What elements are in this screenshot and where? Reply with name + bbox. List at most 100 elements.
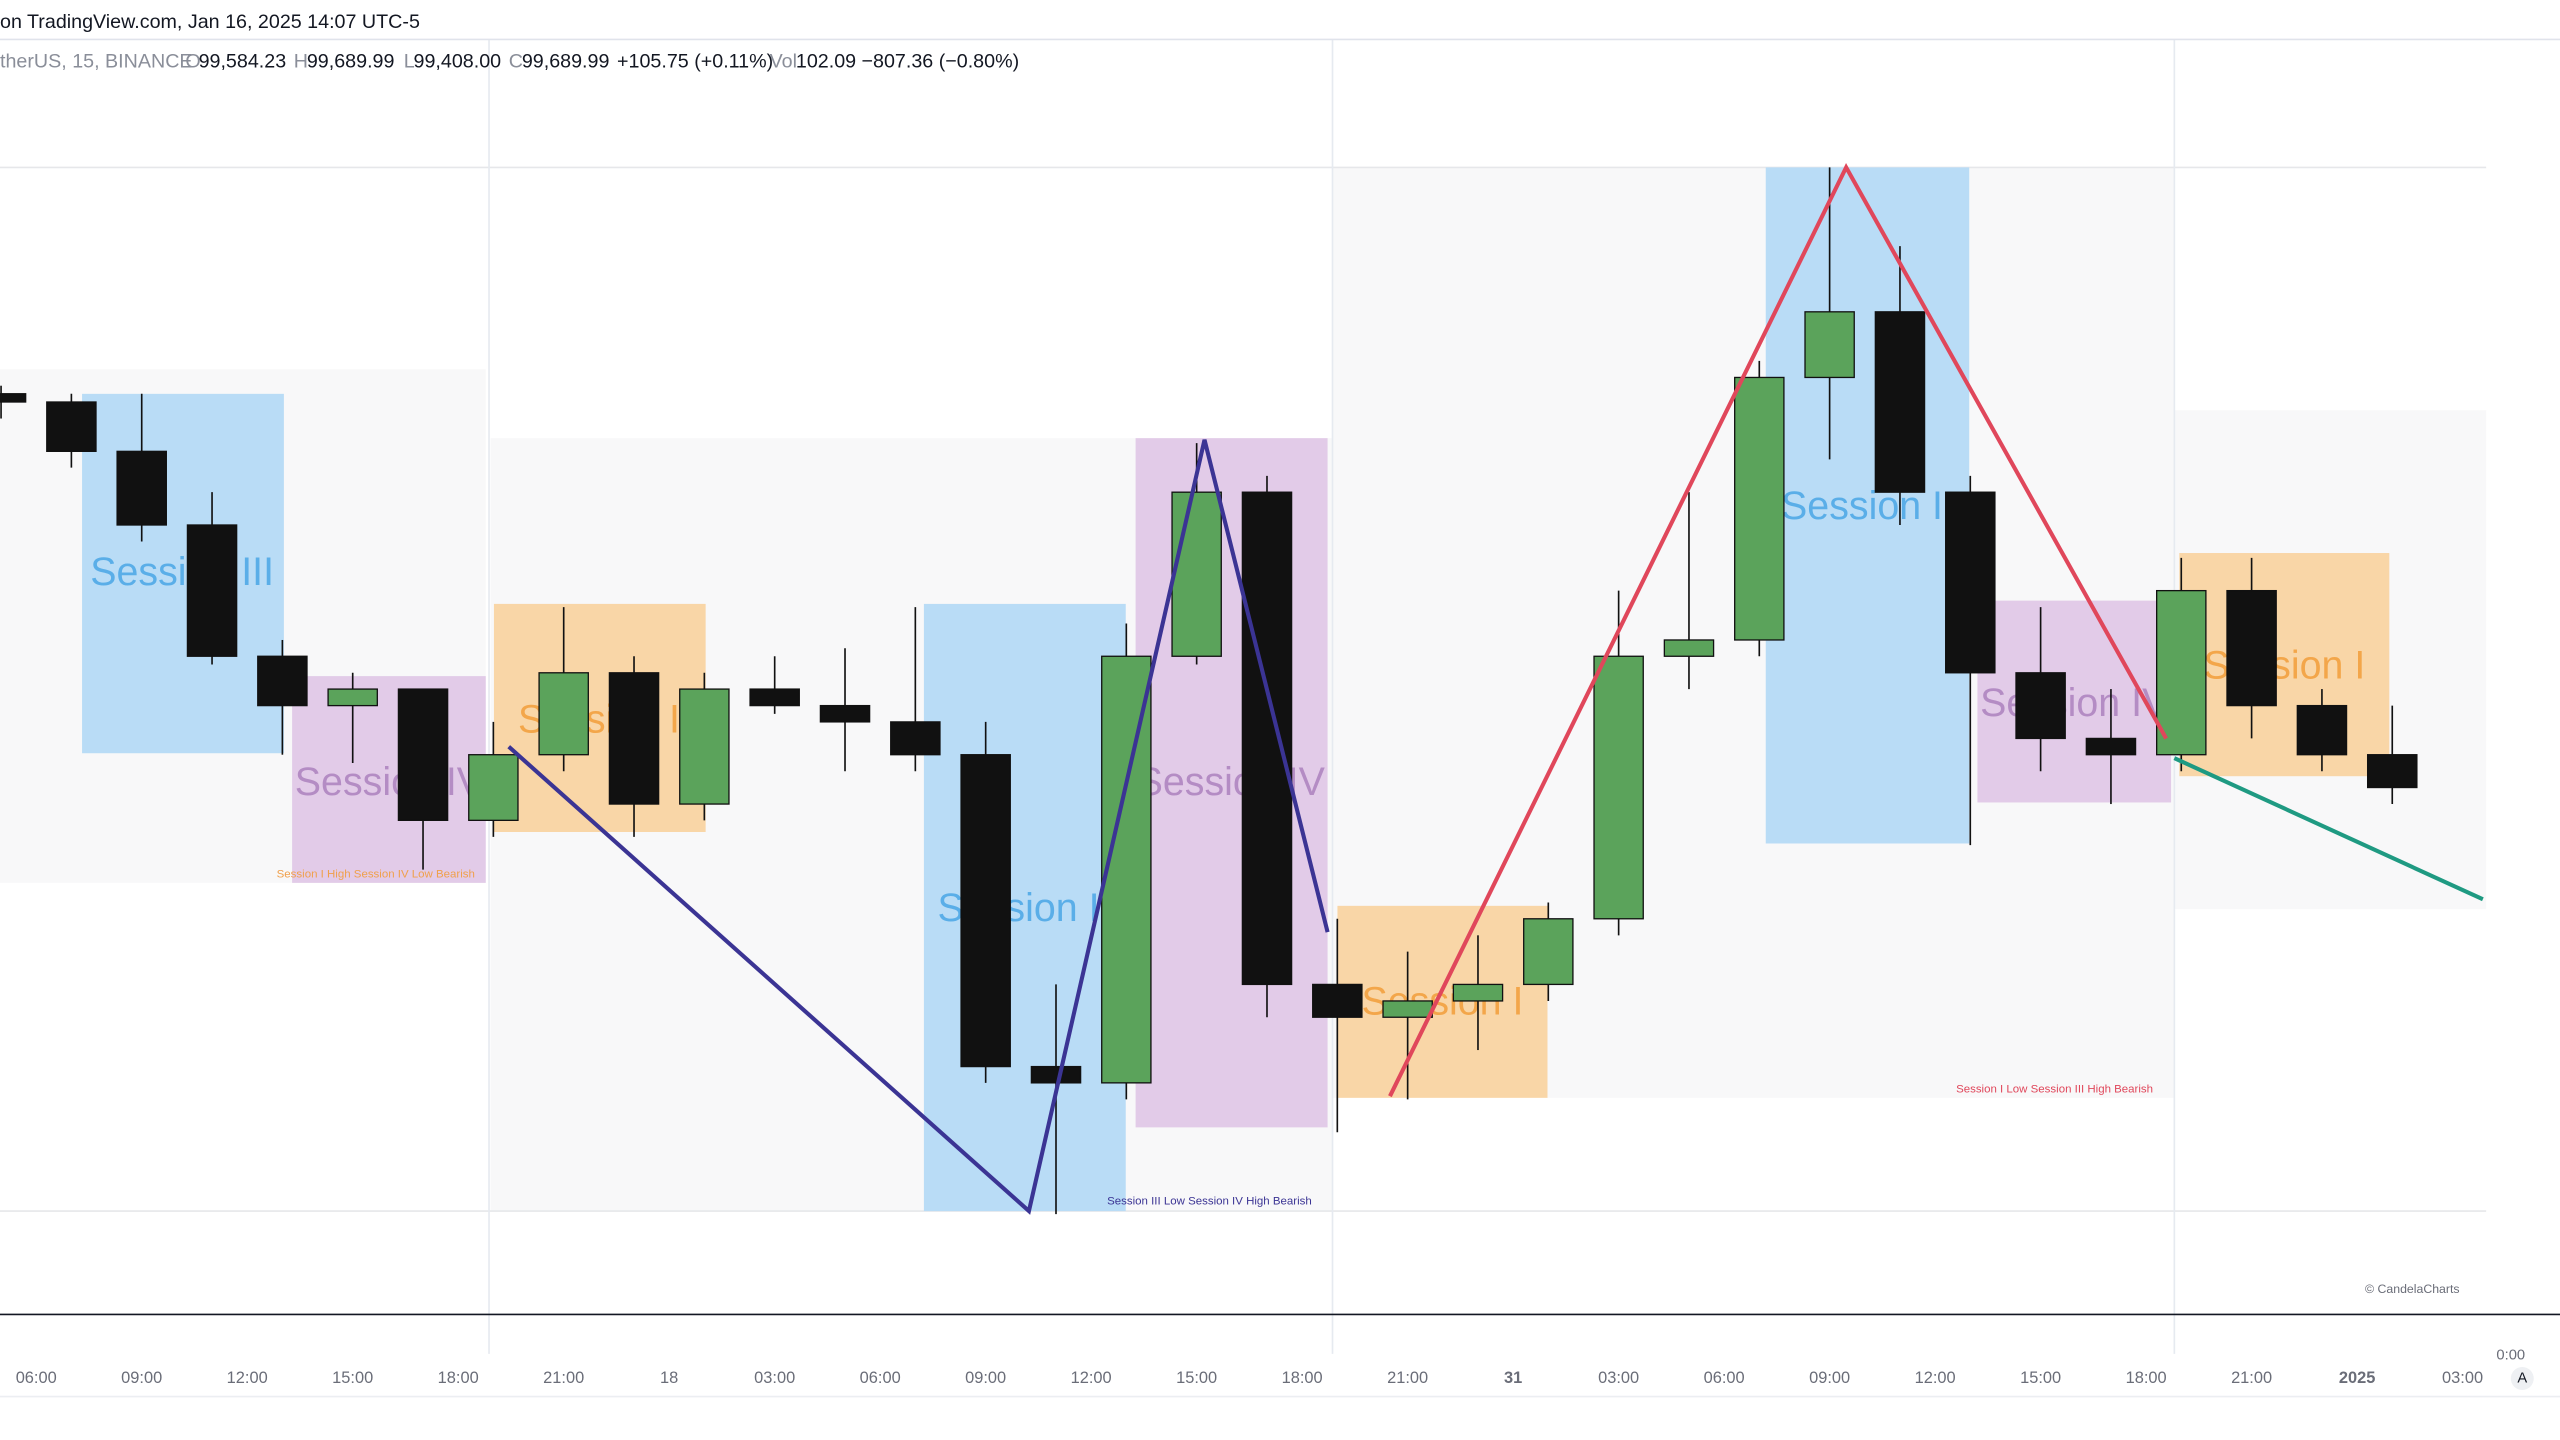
ohlc-label: C xyxy=(509,51,523,73)
volume: 102.09 xyxy=(796,51,856,73)
volume-label: Vol xyxy=(770,51,797,73)
session-box xyxy=(493,603,706,832)
x-tick-label: 18:00 xyxy=(1282,1369,1323,1387)
ohlc-label: O xyxy=(185,51,200,73)
candle-body xyxy=(608,672,660,805)
candle-body xyxy=(2156,589,2207,756)
scale-label: 0:00 xyxy=(2496,1347,2525,1363)
change: +105.75 (+0.11%) xyxy=(617,51,773,73)
zigzag xyxy=(507,162,2484,1215)
candle-body xyxy=(1241,491,1293,986)
candle-body xyxy=(1874,311,1926,493)
auto-label[interactable]: A xyxy=(2517,1370,2527,1386)
session-box xyxy=(2179,553,2390,777)
x-tick-label: 21:00 xyxy=(1387,1369,1428,1387)
candles xyxy=(0,167,2418,1215)
session-label: Session IV xyxy=(295,760,484,804)
x-tick-label: 03:00 xyxy=(754,1369,795,1387)
candle-body xyxy=(1593,655,1644,920)
x-tick-label: 12:00 xyxy=(1915,1369,1956,1387)
x-tick-label: 18:00 xyxy=(2126,1369,2167,1387)
candle-body xyxy=(1171,491,1222,657)
x-tick-label: 06:00 xyxy=(860,1369,901,1387)
candle-body xyxy=(679,688,730,805)
x-tick-label: 15:00 xyxy=(1176,1369,1217,1387)
time-axis: 06:00 09:00 12:00 15:00 18:00 21:00 18 03:00 06:… xyxy=(16,1369,2483,1387)
session-label: Session III xyxy=(90,550,274,594)
candle-body xyxy=(890,721,941,756)
candle-body xyxy=(1734,376,1785,641)
candle-body xyxy=(0,393,27,403)
candle-body xyxy=(1030,1065,1082,1084)
pattern-label: Session I Low Session III High Bearish xyxy=(1956,1084,2153,1096)
symbol: therUS, 15, BINANCE xyxy=(0,51,193,73)
zigzag-line xyxy=(507,439,1330,1215)
ohlc-value: 99,689.99 xyxy=(307,51,395,73)
x-tick-label: 06:00 xyxy=(1704,1369,1745,1387)
x-tick-label: 03:00 xyxy=(1598,1369,1639,1387)
candle-body xyxy=(2296,704,2348,756)
session-box xyxy=(1765,167,1970,844)
x-tick-label: 31 xyxy=(1504,1369,1522,1387)
candle-body xyxy=(327,688,378,707)
candle-body xyxy=(1312,983,1363,1018)
x-tick-label: 09:00 xyxy=(121,1369,162,1387)
session-label: Session IV xyxy=(1980,681,2169,725)
x-tick-label: 03:00 xyxy=(2442,1369,2483,1387)
candle-body xyxy=(538,672,589,756)
candle-body xyxy=(960,754,1011,1068)
source: on TradingView.com, Jan 16, 2025 14:07 U… xyxy=(0,11,420,33)
ohlc-label: L xyxy=(404,51,415,73)
candle-body xyxy=(468,754,519,821)
ohlc-value: 99,408.00 xyxy=(414,51,502,73)
pattern-label: Session III Low Session IV High Bearish xyxy=(1107,1195,1312,1207)
candle-body xyxy=(1452,983,1504,1002)
candle-body xyxy=(1663,639,1715,657)
candle-body xyxy=(46,401,97,453)
x-tick-label: 06:00 xyxy=(16,1369,57,1387)
candle-body xyxy=(1804,311,1855,379)
candle-body xyxy=(1523,918,1574,986)
candle-body xyxy=(116,450,167,526)
x-tick-label: 21:00 xyxy=(2231,1369,2272,1387)
pattern-label: Session I High Session IV Low Bearish xyxy=(277,869,475,881)
zigzag-line xyxy=(2173,756,2484,902)
x-tick-label: 12:00 xyxy=(1071,1369,1112,1387)
session-box xyxy=(292,676,486,883)
x-tick-label: 15:00 xyxy=(2020,1369,2061,1387)
auto-button[interactable] xyxy=(2510,1366,2534,1390)
candle-body xyxy=(2366,754,2418,789)
x-tick-label: 21:00 xyxy=(543,1369,584,1387)
candle-body xyxy=(819,704,871,723)
ohlc-value: 99,689.99 xyxy=(522,51,610,73)
watermark: © CandelaCharts xyxy=(2365,1282,2460,1296)
session-label: Session IV xyxy=(1137,760,1326,804)
candle-body xyxy=(749,688,800,707)
ohlc-label: H xyxy=(294,51,308,73)
candle-body xyxy=(2085,737,2137,756)
zigzag-line xyxy=(1388,162,2168,1098)
session-box xyxy=(1977,600,2172,803)
candle-body xyxy=(397,688,449,821)
x-tick-label: 18:00 xyxy=(438,1369,479,1387)
session-box xyxy=(82,393,284,754)
x-tick-label: 15:00 xyxy=(332,1369,373,1387)
candle-body xyxy=(1945,491,1996,674)
candle-body xyxy=(257,655,308,707)
x-tick-label: 12:00 xyxy=(227,1369,268,1387)
session-box xyxy=(1337,905,1548,1098)
candle-body xyxy=(2226,589,2277,707)
ohlc-value: 99,584.23 xyxy=(199,51,287,73)
candle-body xyxy=(1101,655,1152,1084)
session-box xyxy=(923,603,1126,1212)
session-label: Session II xyxy=(1781,484,1954,528)
x-tick-label: 2025 xyxy=(2339,1369,2376,1387)
x-tick-label: 09:00 xyxy=(1809,1369,1850,1387)
candle-body xyxy=(1382,1000,1433,1018)
x-tick-label: 09:00 xyxy=(965,1369,1006,1387)
candle-body xyxy=(2015,672,2066,740)
candle-body xyxy=(186,524,238,657)
